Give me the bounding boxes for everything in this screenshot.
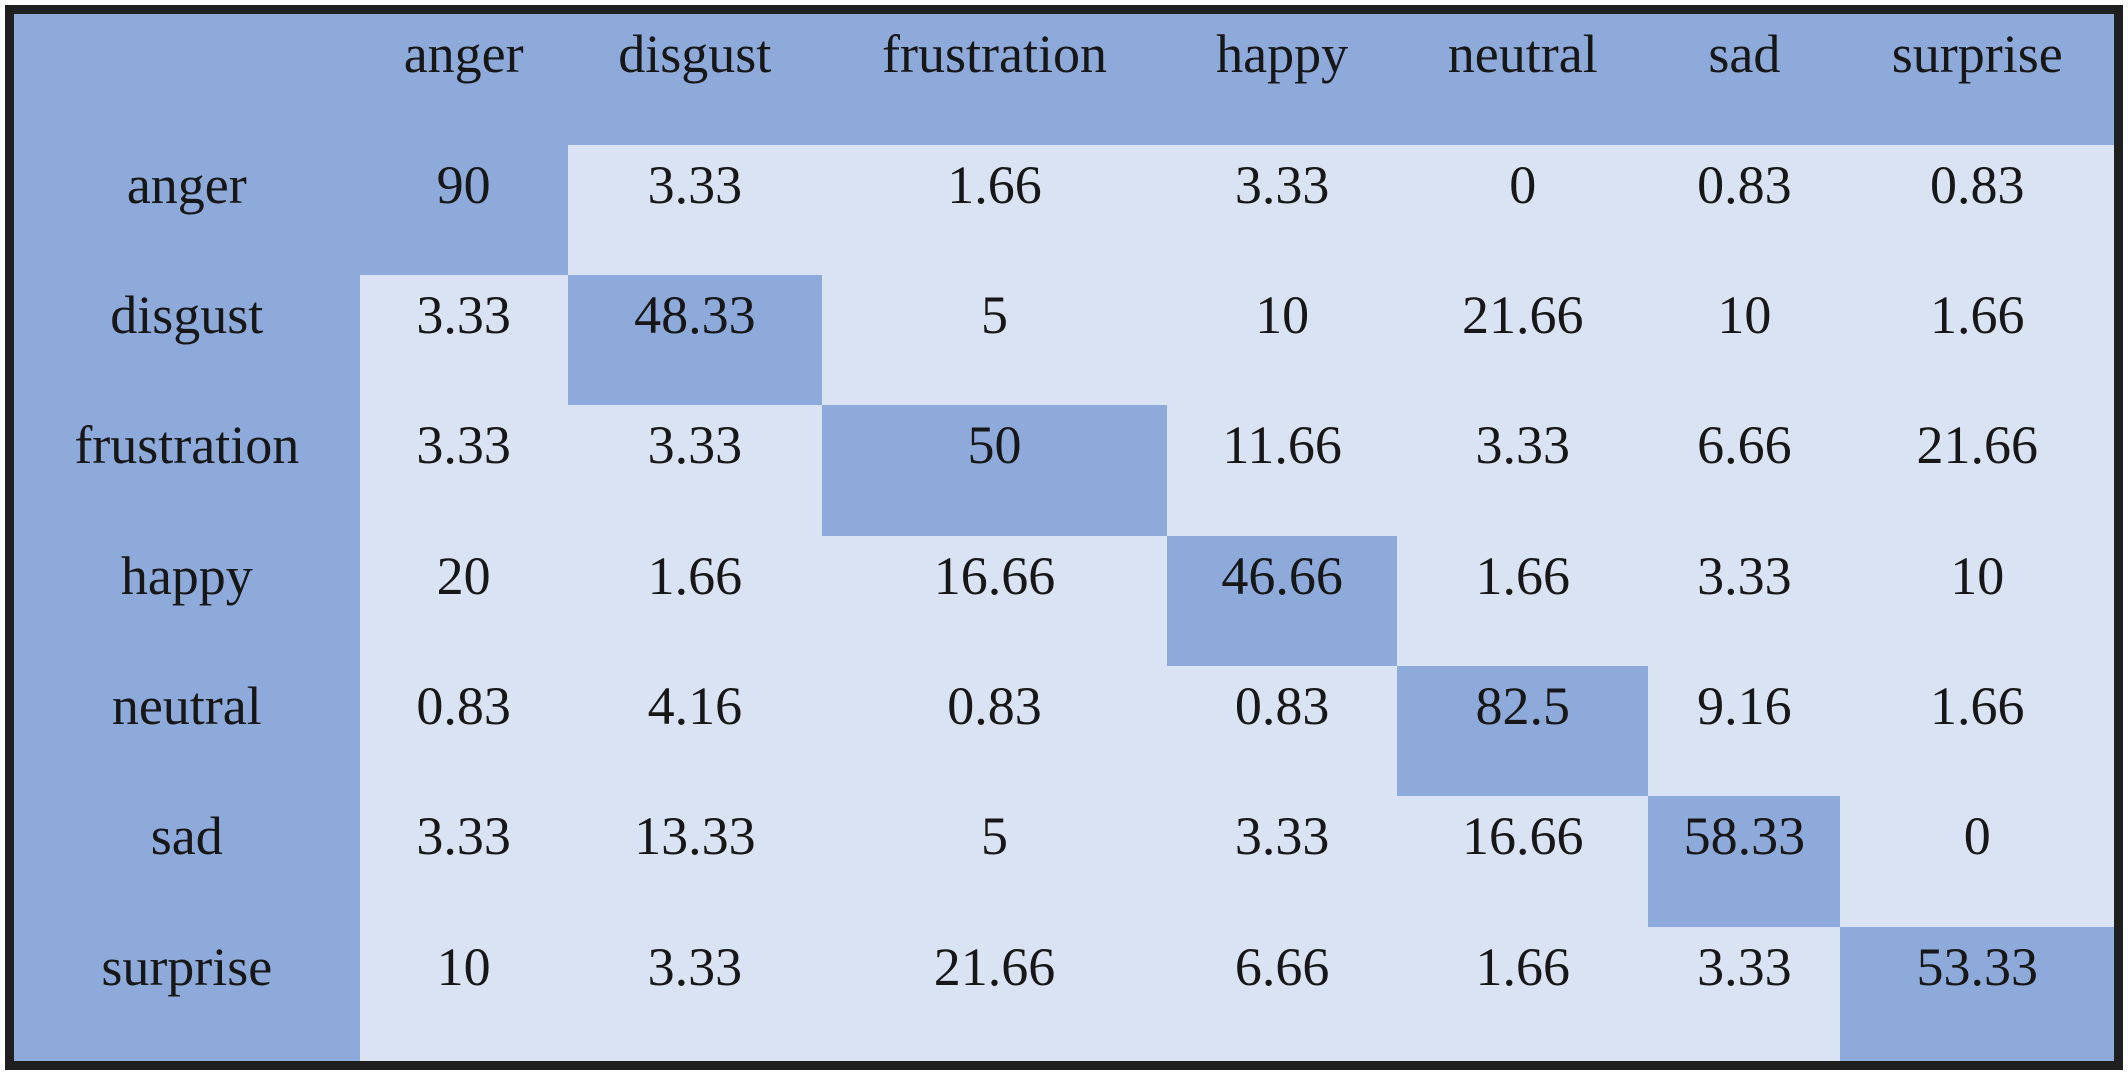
cell-neutral-anger: 0.83 [359,665,568,797]
cell-neutral-sad: 9.16 [1648,665,1841,797]
cell-surprise-sad: 3.33 [1648,926,1841,1066]
cell-sad-surprise: 0 [1840,796,2119,927]
cell-disgust-sad: 10 [1648,274,1841,406]
diagonal-cell-sad-sad: 58.33 [1648,796,1841,927]
row-header-disgust: disgust [9,274,360,406]
cell-anger-disgust: 3.33 [567,144,822,275]
matrix-row-sad: sad 3.33 13.33 5 3.33 16.66 58.33 0 [9,796,2119,927]
cell-anger-happy: 3.33 [1167,144,1398,275]
column-header-neutral: neutral [1397,9,1649,145]
cell-neutral-happy: 0.83 [1167,665,1398,797]
cell-neutral-disgust: 4.16 [567,665,822,797]
cell-frustration-happy: 11.66 [1167,405,1398,536]
diagonal-cell-frustration-frustration: 50 [821,405,1168,536]
cell-disgust-anger: 3.33 [359,274,568,406]
column-header-happy: happy [1167,9,1398,145]
cell-happy-anger: 20 [359,535,568,666]
column-header-disgust: disgust [567,9,822,145]
cell-happy-frustration: 16.66 [821,535,1168,666]
diagonal-cell-neutral-neutral: 82.5 [1397,665,1649,797]
cell-frustration-anger: 3.33 [359,405,568,536]
cell-frustration-disgust: 3.33 [567,405,822,536]
matrix-row-anger: anger 90 3.33 1.66 3.33 0 0.83 0.83 [9,144,2119,275]
cell-surprise-happy: 6.66 [1167,926,1398,1066]
column-header-sad: sad [1648,9,1841,145]
cell-surprise-frustration: 21.66 [821,926,1168,1066]
cell-disgust-neutral: 21.66 [1397,274,1649,406]
cell-sad-neutral: 16.66 [1397,796,1649,927]
cell-happy-sad: 3.33 [1648,535,1841,666]
diagonal-cell-happy-happy: 46.66 [1167,535,1398,666]
row-header-frustration: frustration [9,405,360,536]
cell-surprise-neutral: 1.66 [1397,926,1649,1066]
cell-disgust-surprise: 1.66 [1840,274,2119,406]
diagonal-cell-disgust-disgust: 48.33 [567,274,822,406]
cell-frustration-sad: 6.66 [1648,405,1841,536]
cell-anger-sad: 0.83 [1648,144,1841,275]
diagonal-cell-anger-anger: 90 [359,144,568,275]
row-header-sad: sad [9,796,360,927]
cell-frustration-surprise: 21.66 [1840,405,2119,536]
cell-anger-surprise: 0.83 [1840,144,2119,275]
cell-sad-happy: 3.33 [1167,796,1398,927]
matrix-row-disgust: disgust 3.33 48.33 5 10 21.66 10 1.66 [9,274,2119,406]
row-header-happy: happy [9,535,360,666]
matrix-row-frustration: frustration 3.33 3.33 50 11.66 3.33 6.66 21.66 [9,405,2119,536]
cell-disgust-happy: 10 [1167,274,1398,406]
matrix-row-neutral: neutral 0.83 4.16 0.83 0.83 82.5 9.16 1.66 [9,665,2119,797]
cell-anger-neutral: 0 [1397,144,1649,275]
matrix-body: anger 90 3.33 1.66 3.33 0 0.83 0.83 disgust 3.33 4… [9,144,2119,1066]
cell-happy-neutral: 1.66 [1397,535,1649,666]
cell-happy-disgust: 1.66 [567,535,822,666]
confusion-matrix-table: anger disgust frustration happy neutral sad su… [5,5,2123,1070]
cell-surprise-disgust: 3.33 [567,926,822,1066]
cell-sad-frustration: 5 [821,796,1168,927]
confusion-matrix-figure: anger disgust frustration happy neutral sad su… [5,5,2123,1070]
row-header-anger: anger [9,144,360,275]
cell-neutral-frustration: 0.83 [821,665,1168,797]
corner-cell [9,9,360,145]
row-header-surprise: surprise [9,926,360,1066]
column-header-surprise: surprise [1840,9,2119,145]
cell-frustration-neutral: 3.33 [1397,405,1649,536]
matrix-row-happy: happy 20 1.66 16.66 46.66 1.66 3.33 10 [9,535,2119,666]
column-header-anger: anger [359,9,568,145]
matrix-row-surprise: surprise 10 3.33 21.66 6.66 1.66 3.33 53.33 [9,926,2119,1066]
cell-neutral-surprise: 1.66 [1840,665,2119,797]
cell-sad-disgust: 13.33 [567,796,822,927]
matrix-header: anger disgust frustration happy neutral sad su… [9,9,2119,145]
cell-disgust-frustration: 5 [821,274,1168,406]
cell-happy-surprise: 10 [1840,535,2119,666]
diagonal-cell-surprise-surprise: 53.33 [1840,926,2119,1066]
header-row: anger disgust frustration happy neutral sad su… [9,9,2119,145]
cell-surprise-anger: 10 [359,926,568,1066]
cell-sad-anger: 3.33 [359,796,568,927]
column-header-frustration: frustration [821,9,1168,145]
cell-anger-frustration: 1.66 [821,144,1168,275]
row-header-neutral: neutral [9,665,360,797]
